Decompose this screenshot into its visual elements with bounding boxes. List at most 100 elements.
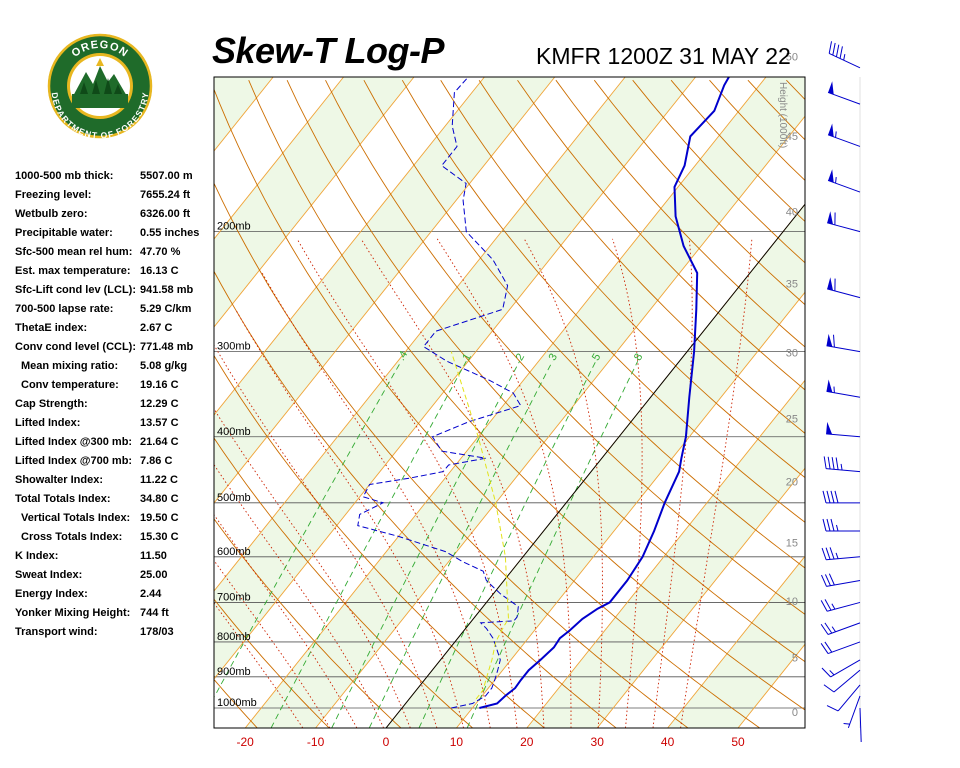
- stat-row: Sweat Index: 25.00: [15, 569, 215, 588]
- wind-barb-half: [831, 626, 836, 633]
- mixing-ratio-line: [418, 360, 597, 728]
- wind-barb-full: [830, 518, 835, 532]
- dry-adiabat-line: [902, 80, 960, 728]
- stat-label: Sfc-Lift cond lev (LCL):: [15, 284, 136, 296]
- mixing-ratio-line: [331, 360, 520, 728]
- stat-row: Total Totals Index: 34.80 C: [15, 493, 215, 512]
- stat-label: Yonker Mixing Height:: [15, 607, 131, 619]
- wind-barb-staff: [826, 433, 861, 438]
- wind-barb-full: [822, 518, 827, 532]
- pressure-label: 400mb: [217, 426, 251, 438]
- wind-barb-full: [827, 456, 831, 470]
- mixing-ratio-label: 8: [632, 352, 645, 363]
- height-tick-label: 50: [786, 52, 798, 64]
- stat-value: 16.13 C: [140, 265, 179, 277]
- wind-barb-pennant: [827, 277, 833, 291]
- stat-value: 0.55 inches: [140, 227, 200, 239]
- stat-value: 6326.00 ft: [140, 208, 191, 220]
- zero-isotherm-line: [385, 203, 805, 728]
- temperature-tick-label: 40: [661, 735, 675, 749]
- stat-row: Wetbulb zero: 6326.00 ft: [15, 208, 215, 227]
- wind-barb: [821, 659, 861, 678]
- stat-label: Vertical Totals Index:: [21, 512, 131, 524]
- wind-barb-full: [824, 622, 833, 634]
- height-tick-label: 5: [792, 652, 798, 664]
- stat-value: 21.64 C: [140, 436, 179, 448]
- dry-adiabat-line: [440, 79, 805, 479]
- wind-barb: [820, 622, 861, 635]
- dry-adiabat-line: [325, 79, 805, 615]
- dewpoint-line: [357, 77, 522, 709]
- wind-barb-pennant: [828, 169, 834, 183]
- moist-adiabat-line: [214, 463, 385, 728]
- wind-barb: [826, 379, 861, 398]
- stat-row: Lifted Index @700 mb: 7.86 C: [15, 455, 215, 474]
- wind-barb-staff: [826, 556, 861, 561]
- stat-label: Sfc-500 mean rel hum:: [15, 246, 133, 258]
- stat-value: 5.29 C/km: [140, 303, 192, 315]
- wind-barb: [820, 599, 861, 612]
- wind-barb-pennant: [826, 421, 833, 435]
- wind-barb-full: [826, 518, 831, 532]
- mixing-ratio-line: [466, 361, 639, 728]
- wind-barb-full: [823, 456, 827, 469]
- wind-barb-staff: [833, 669, 861, 693]
- stat-row: Conv temperature: 19.16 C: [15, 379, 215, 398]
- wind-barb-staff: [827, 91, 861, 105]
- wind-barb: [822, 490, 860, 504]
- wind-barb: [828, 41, 861, 69]
- stat-label: ThetaE index:: [15, 322, 88, 334]
- stat-label: Freezing level:: [15, 189, 92, 201]
- dry-adiabat-line: [214, 518, 402, 728]
- mixing-ratio-label: 3: [547, 352, 560, 363]
- stat-value: 771.48 mb: [140, 341, 194, 353]
- wind-barb-full: [825, 547, 831, 560]
- wind-barb-full: [823, 684, 835, 693]
- temperature-tick-label: 0: [383, 735, 390, 749]
- stat-row: 1000-500 mb thick: 5507.00 m: [15, 170, 215, 189]
- stat-value: 19.16 C: [140, 379, 179, 391]
- wind-barb-full: [824, 574, 831, 586]
- wind-barb-half: [831, 603, 836, 610]
- stat-value: 744 ft: [140, 607, 169, 619]
- wind-barb-staff: [859, 707, 862, 742]
- wind-barb-half: [835, 131, 837, 138]
- stat-value: 5.08 g/kg: [140, 360, 188, 372]
- stat-value: 34.80 C: [140, 493, 179, 505]
- wind-barb-staff: [830, 659, 861, 678]
- wind-barb: [827, 81, 861, 105]
- stat-label: Total Totals Index:: [15, 493, 111, 505]
- mixing-ratio-label: 5: [590, 352, 603, 363]
- forestry-seal-icon: OREGON DEPARTMENT OF FORESTRY: [47, 33, 153, 141]
- wind-barb-full: [820, 623, 829, 635]
- wind-barb-half: [843, 54, 846, 61]
- stat-value: 2.67 C: [140, 322, 173, 334]
- wind-barb-full: [828, 573, 835, 586]
- stat-label: Lifted Index @700 mb:: [15, 455, 133, 467]
- stat-label: Conv cond level (CCL):: [15, 341, 137, 353]
- wind-barb-half: [836, 524, 839, 532]
- pressure-label: 900mb: [217, 666, 251, 678]
- wind-barb-full: [821, 547, 827, 560]
- wind-barb-staff: [827, 601, 861, 612]
- moist-adiabat-line: [214, 408, 411, 728]
- height-tick-label: 0: [792, 707, 798, 719]
- stat-row: Est. max temperature: 16.13 C: [15, 265, 215, 284]
- wind-barb-full: [830, 490, 835, 503]
- wind-barb: [820, 641, 861, 655]
- stat-value: 19.50 C: [140, 512, 179, 524]
- height-axis-title: Height (1000ft): [777, 82, 788, 148]
- stat-row: Cross Totals Index: 15.30 C: [15, 531, 215, 550]
- wind-barb-full: [820, 600, 828, 612]
- wind-barb: [822, 518, 860, 532]
- plot-border: [213, 76, 806, 729]
- wind-barb: [821, 573, 861, 587]
- stat-label: K Index:: [15, 550, 59, 562]
- stat-row: Vertical Totals Index: 19.50 C: [15, 512, 215, 531]
- isotherm-line: [214, 77, 696, 680]
- oregon-forestry-logo: OREGON DEPARTMENT OF FORESTRY: [46, 32, 154, 145]
- dry-adiabat-line: [401, 79, 805, 523]
- dry-adiabat-line: [248, 80, 805, 711]
- dry-adiabat-line: [517, 79, 805, 391]
- wind-barb: [827, 169, 861, 193]
